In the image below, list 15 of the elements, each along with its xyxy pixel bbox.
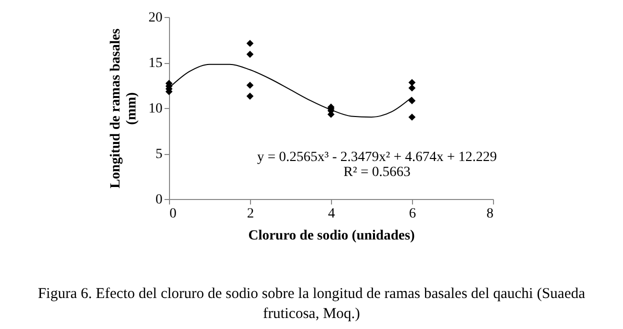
y-tick-label: 0 xyxy=(156,192,162,208)
y-tick-label: 10 xyxy=(148,102,162,116)
annotation: R² = 0.5663 xyxy=(344,165,410,180)
y-tick-label: 5 xyxy=(156,147,162,162)
annotation: y = 0.2565x³ - 2.3479x² + 4.674x + 12.229 xyxy=(257,150,497,165)
x-tick-label: 6 xyxy=(409,206,416,222)
x-tick-label: 8 xyxy=(486,206,494,222)
y-tick-label: 15 xyxy=(148,56,162,71)
x-axis-title: Cloruro de sodio (unidades) xyxy=(248,228,416,244)
x-tick-label: 2 xyxy=(247,206,254,222)
y-axis-title: Longitud de ramas basales (mm) xyxy=(108,28,140,188)
x-tick-label: 4 xyxy=(328,206,335,222)
x-tick-label: 0 xyxy=(170,206,176,222)
y-tick-label: 20 xyxy=(148,10,162,26)
text: Figura 6. Efecto del cloruro de sodio sobre la longitud de ramas basales del qauchi (Suaeda fruticosa, Moq.) xyxy=(36,285,586,324)
